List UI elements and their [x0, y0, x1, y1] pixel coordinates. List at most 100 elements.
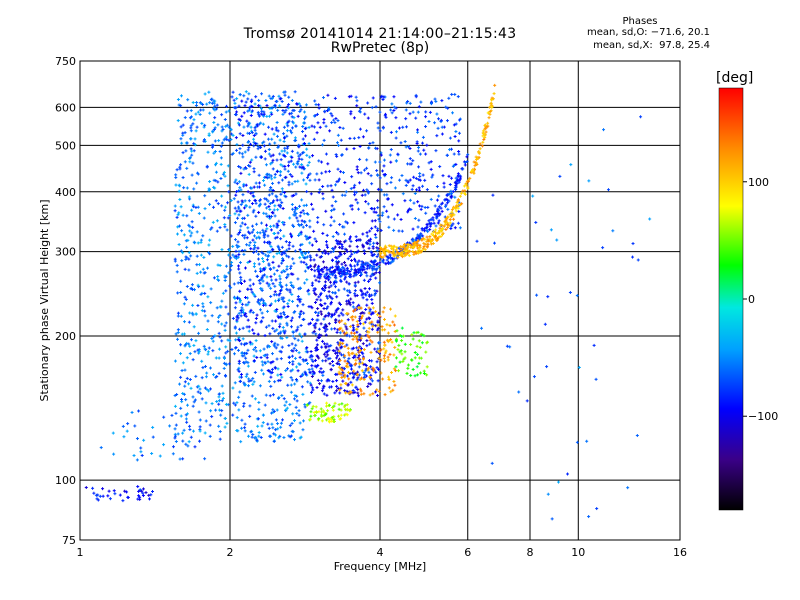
data-point	[252, 234, 256, 238]
data-point	[257, 252, 261, 256]
data-point	[343, 251, 347, 255]
data-point	[196, 283, 200, 287]
data-point	[309, 258, 313, 262]
data-point	[414, 116, 418, 120]
data-point	[283, 110, 287, 114]
data-point	[260, 297, 264, 301]
data-point	[289, 232, 293, 236]
data-point	[237, 244, 241, 248]
data-point	[424, 350, 428, 354]
data-point	[280, 245, 284, 249]
data-point	[285, 122, 289, 126]
data-point	[267, 254, 271, 258]
data-point	[639, 115, 643, 119]
data-point	[284, 108, 288, 112]
data-point	[241, 155, 245, 159]
data-point	[320, 171, 324, 175]
data-point	[339, 138, 343, 142]
data-point	[290, 182, 294, 186]
data-point	[220, 339, 224, 343]
data-point	[370, 298, 374, 302]
data-point	[283, 90, 287, 94]
data-point	[228, 339, 232, 343]
data-point	[217, 424, 221, 428]
data-point	[351, 301, 355, 305]
data-point	[187, 223, 191, 227]
data-point	[260, 311, 264, 315]
data-point	[297, 223, 301, 227]
data-point	[177, 211, 181, 215]
data-point	[357, 136, 361, 140]
data-point	[248, 340, 252, 344]
data-point	[353, 183, 357, 187]
data-point	[239, 314, 243, 318]
data-point	[282, 234, 286, 238]
data-point	[286, 164, 290, 168]
data-point	[382, 347, 386, 351]
data-point	[254, 435, 258, 439]
data-point	[279, 357, 283, 361]
data-point	[177, 183, 181, 187]
data-point	[251, 191, 255, 195]
data-point	[457, 131, 461, 135]
data-point	[139, 446, 143, 450]
data-point	[310, 374, 314, 378]
data-point	[380, 213, 384, 217]
data-point	[403, 342, 407, 346]
data-point	[408, 198, 412, 202]
data-point	[186, 238, 190, 242]
data-point	[182, 302, 186, 306]
data-point	[179, 352, 183, 356]
data-point	[176, 213, 180, 217]
data-point	[298, 355, 302, 359]
data-point	[275, 134, 279, 138]
data-point	[354, 198, 358, 202]
data-point	[344, 220, 348, 224]
data-point	[389, 148, 393, 152]
data-point	[280, 100, 284, 104]
data-point	[234, 136, 238, 140]
data-point	[190, 149, 194, 153]
data-point	[209, 301, 213, 305]
data-point	[302, 311, 306, 315]
data-point	[330, 327, 334, 331]
data-point	[308, 401, 312, 405]
data-point	[253, 128, 257, 132]
data-point	[130, 410, 134, 414]
colorbar-unit-label: [deg]	[716, 70, 754, 86]
data-point	[352, 116, 356, 120]
data-point	[237, 369, 241, 373]
data-point	[151, 489, 155, 493]
data-point	[113, 492, 117, 496]
data-point	[239, 278, 243, 282]
data-point	[320, 160, 324, 164]
data-point	[231, 133, 235, 137]
data-point	[349, 297, 353, 301]
data-point	[211, 220, 215, 224]
data-point	[338, 331, 342, 335]
data-point	[260, 92, 264, 96]
data-point	[226, 201, 230, 205]
data-point	[297, 144, 301, 148]
data-point	[270, 188, 274, 192]
data-point	[194, 339, 198, 343]
data-point	[226, 349, 230, 353]
data-point	[202, 216, 206, 220]
data-point	[273, 380, 277, 384]
data-point	[208, 423, 212, 427]
data-point	[394, 116, 398, 120]
data-point	[190, 208, 194, 212]
data-point	[259, 269, 263, 273]
data-point	[348, 136, 352, 140]
data-point	[181, 123, 185, 127]
data-point	[198, 429, 202, 433]
data-point	[198, 439, 202, 443]
data-point	[546, 492, 550, 496]
data-point	[222, 366, 226, 370]
data-point	[188, 378, 192, 382]
data-point	[251, 376, 255, 380]
data-point	[341, 379, 345, 383]
data-point	[216, 275, 220, 279]
data-point	[268, 107, 272, 111]
data-point	[431, 216, 435, 220]
